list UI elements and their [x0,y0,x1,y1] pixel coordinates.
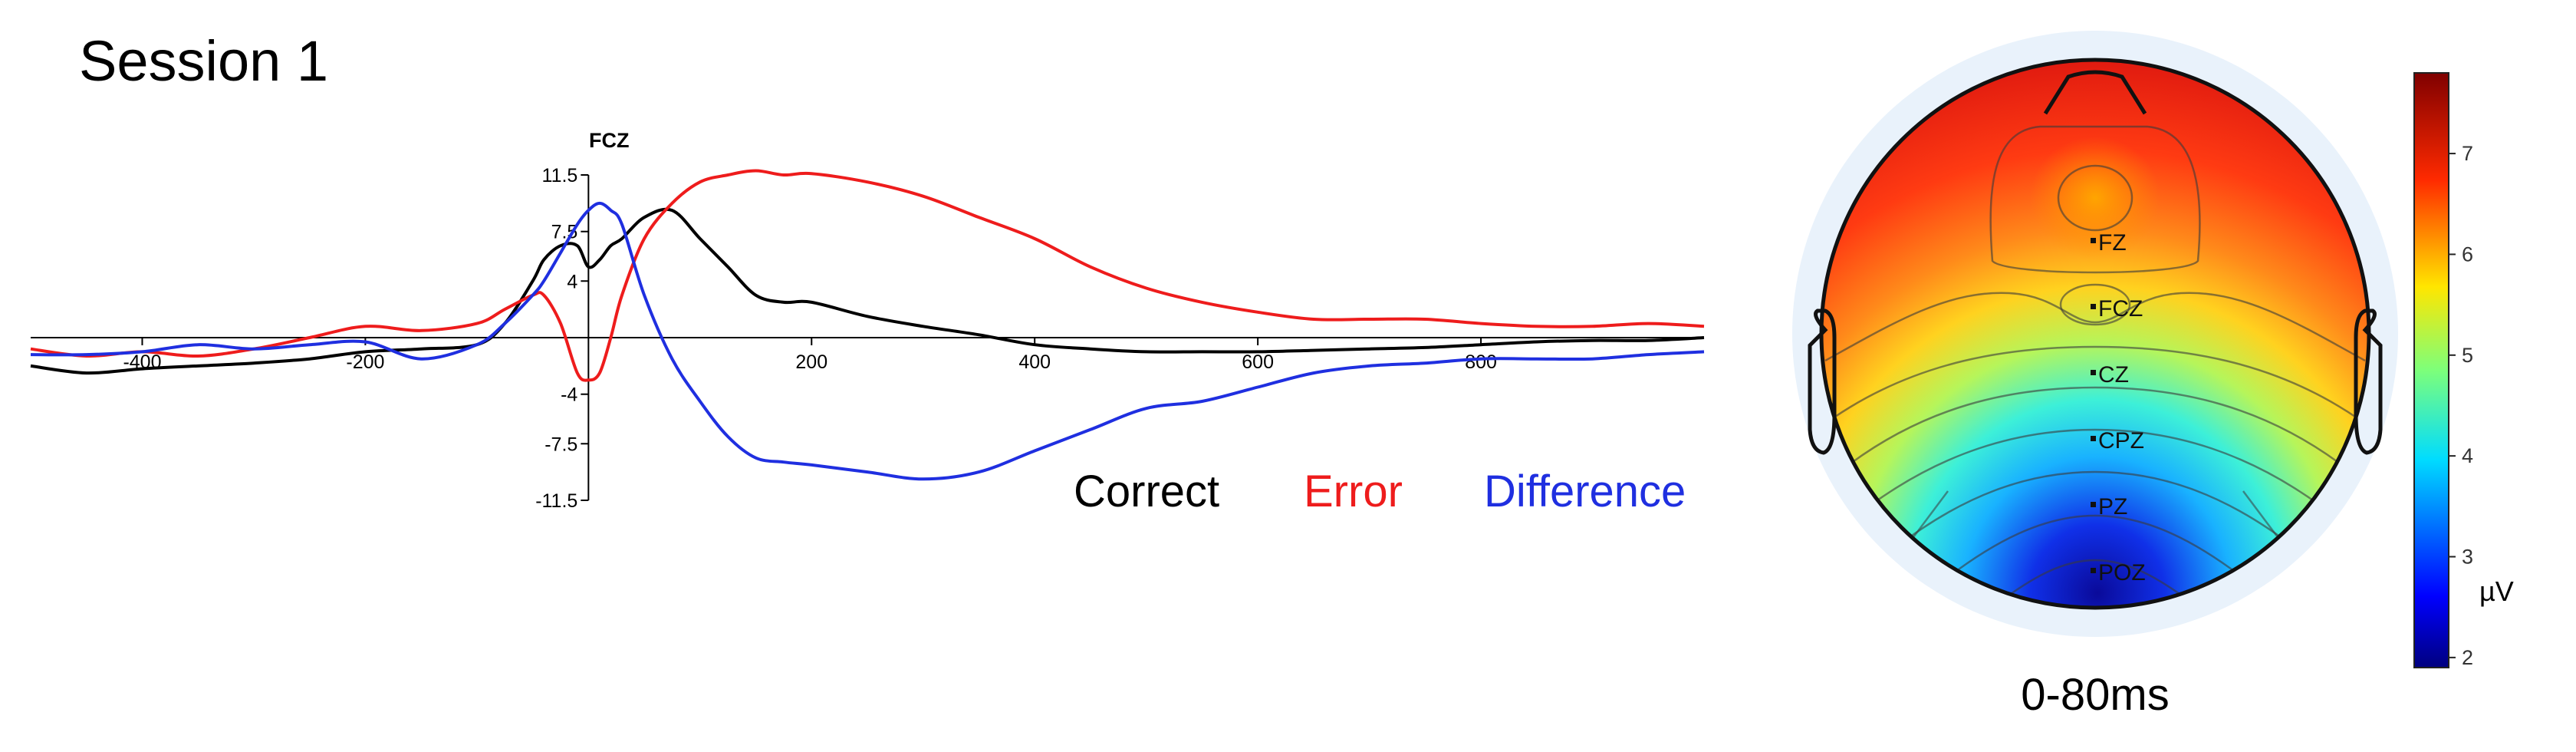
topomap: FZ FCZ CZ CPZ PZ POZ 0-80ms [1792,31,2398,720]
x-tick-label: 800 [1465,351,1497,373]
right-ear-icon [2354,308,2383,455]
nose-icon [2043,70,2147,115]
colorbar-tick-label: 2 [2462,646,2473,669]
x-tick-label: -200 [346,351,384,373]
erp-chart: -400 -200 200 400 600 80011.57.54-4-7.5-11.5 … [30,129,1705,516]
chart-series [30,169,1705,481]
electrode-label-cz: CZ [2098,362,2129,388]
colorbar-tick-label: 5 [2462,344,2473,367]
contour-lines [1824,125,2366,607]
colorbar-tick-label: 4 [2462,444,2473,467]
y-tick-label: 11.5 [542,165,578,186]
electrode-label-poz: POZ [2098,560,2146,585]
x-tick-label: 600 [1242,351,1274,373]
x-tick-label: 200 [795,351,827,373]
x-tick-label: 400 [1018,351,1051,373]
legend-error: Error [1304,467,1403,516]
y-tick-label: -11.5 [535,490,577,512]
topomap-peak [2030,137,2160,259]
left-ear-icon [1808,308,1837,455]
channel-label: FCZ [589,129,629,152]
electrode-label-pz: PZ [2098,494,2127,519]
y-tick-label: 4 [567,271,577,292]
colorbar: 7 6 5 4 3 2 µV [2413,72,2514,669]
electrode-marker [2091,502,2096,507]
series-line-difference [30,201,1705,481]
electrode-marker [2091,238,2096,243]
electrode-label-fz: FZ [2098,230,2127,256]
legend-difference: Difference [1484,467,1686,516]
electrodes: FZ FCZ CZ CPZ PZ POZ [2091,230,2146,585]
electrode-label-fcz: FCZ [2098,296,2143,322]
colorbar-unit: µV [2479,576,2514,607]
figure-title: Session 1 [79,29,328,93]
legend-correct: Correct [1074,467,1219,516]
colorbar-ticks: 7 6 5 4 3 2 [2449,142,2473,669]
electrode-marker [2091,304,2096,309]
colorbar-gradient [2413,72,2449,668]
electrode-marker [2091,370,2096,375]
colorbar-tick-label: 3 [2462,546,2473,569]
y-tick-label: -4 [561,384,577,406]
colorbar-tick-label: 6 [2462,242,2473,266]
series-line-error [30,169,1705,382]
colorbar-tick-label: 7 [2462,142,2473,165]
electrode-label-cpz: CPZ [2098,428,2144,454]
electrode-marker [2091,436,2096,441]
legend: Correct Error Difference [1074,467,1686,516]
electrode-marker [2091,568,2096,573]
y-tick-label: -7.5 [544,434,577,455]
time-window-label: 0-80ms [2021,670,2169,720]
